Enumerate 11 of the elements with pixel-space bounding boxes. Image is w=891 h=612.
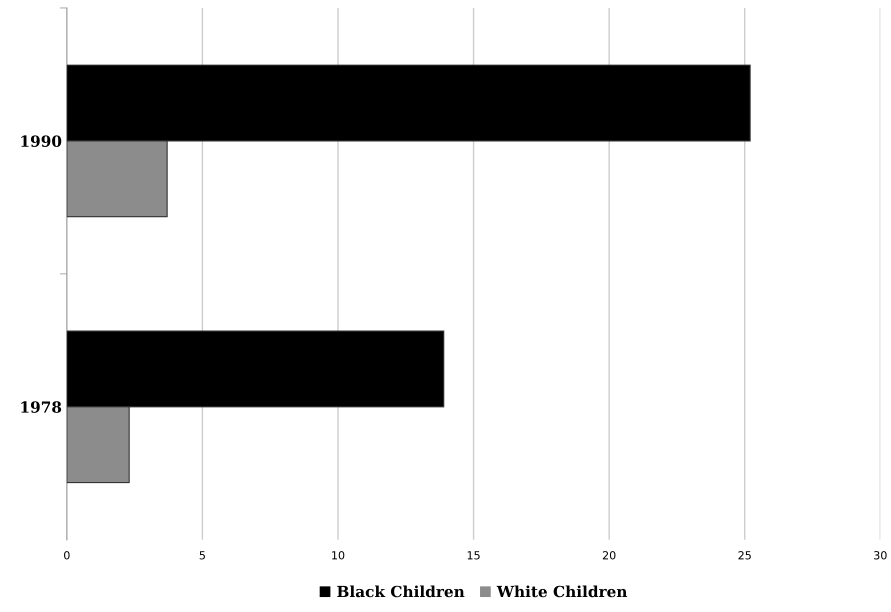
x-tick-label: 5	[200, 551, 205, 560]
x-tick-label: 25	[738, 551, 751, 560]
x-tick-label: 20	[602, 551, 616, 560]
y-tick-label: 1990	[21, 135, 62, 147]
legend-label: Black Children	[337, 585, 464, 598]
legend-label: White Children	[496, 585, 628, 598]
y-tick-label: 1978	[21, 401, 62, 413]
x-tick-label: 30	[874, 551, 887, 560]
x-tick-label: 0	[64, 551, 70, 560]
x-tick-label: 10	[332, 551, 344, 560]
x-tick-label: 15	[468, 551, 480, 560]
